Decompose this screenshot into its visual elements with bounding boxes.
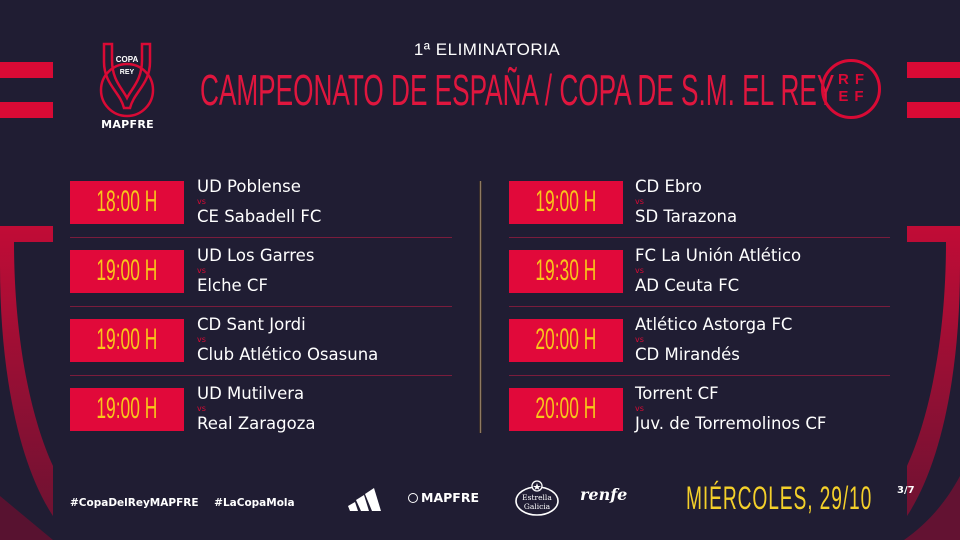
vs-label: vs xyxy=(197,335,206,344)
decor-arc-right xyxy=(904,226,960,540)
home-team: Torrent CF xyxy=(635,384,719,403)
row-divider xyxy=(509,306,890,307)
kickoff-time-badge: 19:00 H xyxy=(70,319,184,362)
decor-bar-right-top xyxy=(907,62,960,78)
vs-label: vs xyxy=(197,404,206,413)
estrella-galicia-icon: Estrella Galicia xyxy=(515,480,559,516)
rfef-circle-icon xyxy=(821,59,881,119)
away-team: Juv. de Torremolinos CF xyxy=(635,414,827,433)
renfe-logo: renfe xyxy=(580,485,628,504)
match-row: 19:00 H UD Mutilvera vs Real Zaragoza xyxy=(70,384,452,457)
adidas-icon xyxy=(348,488,381,511)
rfef-text: RF EF xyxy=(838,71,870,105)
match-row: 19:00 H CD Sant Jordi vs Club Atlético O… xyxy=(70,315,452,388)
away-team: Club Atlético Osasuna xyxy=(197,345,379,364)
away-team: CD Mirandés xyxy=(635,345,740,364)
kickoff-time-badge: 19:00 H xyxy=(70,250,184,293)
kickoff-time-badge: 19:00 H xyxy=(509,181,623,224)
kickoff-time-badge: 19:30 H xyxy=(509,250,623,293)
mapfre-icon xyxy=(408,493,418,503)
row-divider xyxy=(70,375,452,376)
estrella-galicia-logo: Estrella Galicia xyxy=(514,480,560,517)
trophy-icon: COPA REY xyxy=(99,42,155,118)
home-team: CD Ebro xyxy=(635,177,702,196)
vs-label: vs xyxy=(197,197,206,206)
page-title: CAMPEONATO DE ESPAÑA / COPA DE S.M. EL R… xyxy=(200,66,835,115)
copa-del-rey-logo: COPA REY MAPFRE xyxy=(90,40,165,132)
vs-label: vs xyxy=(635,197,644,206)
decor-bar-left-top xyxy=(0,62,53,78)
vs-label: vs xyxy=(635,404,644,413)
match-date: MIÉRCOLES, 29/10 xyxy=(686,480,873,516)
page-indicator: 3/7 xyxy=(897,485,915,496)
home-team: UD Los Garres xyxy=(197,246,315,265)
rfef-logo: RF EF xyxy=(820,58,882,120)
home-team: Atlético Astorga FC xyxy=(635,315,793,334)
vs-label: vs xyxy=(197,266,206,275)
match-row: 19:30 H FC La Unión Atlético vs AD Ceuta… xyxy=(509,246,890,319)
mapfre-sponsor-logo: MAPFRE xyxy=(408,490,479,505)
match-row: 18:00 H UD Poblense vs CE Sabadell FC xyxy=(70,177,452,250)
column-divider xyxy=(479,181,482,433)
row-divider xyxy=(509,375,890,376)
round-label: 1ª ELIMINATORIA xyxy=(413,40,561,59)
match-row: 19:00 H CD Ebro vs SD Tarazona xyxy=(509,177,890,250)
home-team: UD Poblense xyxy=(197,177,301,196)
matches-right-column: 19:00 H CD Ebro vs SD Tarazona 19:30 H F… xyxy=(509,177,890,457)
kickoff-time-badge: 20:00 H xyxy=(509,388,623,431)
matches-left-column: 18:00 H UD Poblense vs CE Sabadell FC 19… xyxy=(70,177,452,457)
decor-bar-left-mid xyxy=(0,102,53,118)
decor-arc-left xyxy=(0,226,56,540)
hashtags: #CopaDelReyMAPFRE #LaCopaMola xyxy=(70,497,307,509)
svg-text:Galicia: Galicia xyxy=(524,502,551,511)
match-row: 19:00 H UD Los Garres vs Elche CF xyxy=(70,246,452,319)
home-team: CD Sant Jordi xyxy=(197,315,306,334)
away-team: Elche CF xyxy=(197,276,268,295)
away-team: Real Zaragoza xyxy=(197,414,316,433)
row-divider xyxy=(70,306,452,307)
svg-text:COPA: COPA xyxy=(116,55,139,64)
away-team: SD Tarazona xyxy=(635,207,738,226)
match-row: 20:00 H Torrent CF vs Juv. de Torremolin… xyxy=(509,384,890,457)
kickoff-time-badge: 18:00 H xyxy=(70,181,184,224)
row-divider xyxy=(70,237,452,238)
svg-text:Estrella: Estrella xyxy=(522,493,552,502)
away-team: CE Sabadell FC xyxy=(197,207,322,226)
home-team: UD Mutilvera xyxy=(197,384,305,403)
hashtag-copadelrey: #CopaDelReyMAPFRE xyxy=(70,497,199,509)
home-team: FC La Unión Atlético xyxy=(635,246,802,265)
kickoff-time-badge: 19:00 H xyxy=(70,388,184,431)
vs-label: vs xyxy=(635,335,644,344)
kickoff-time-badge: 20:00 H xyxy=(509,319,623,362)
match-row: 20:00 H Atlético Astorga FC vs CD Mirand… xyxy=(509,315,890,388)
svg-text:REY: REY xyxy=(120,69,135,76)
vs-label: vs xyxy=(635,266,644,275)
hashtag-lacopamola: #LaCopaMola xyxy=(214,497,295,509)
adidas-logo xyxy=(348,487,388,511)
logo-sponsor-text: MAPFRE xyxy=(101,118,154,131)
row-divider xyxy=(509,237,890,238)
away-team: AD Ceuta FC xyxy=(635,276,740,295)
decor-bar-right-mid xyxy=(907,102,960,118)
